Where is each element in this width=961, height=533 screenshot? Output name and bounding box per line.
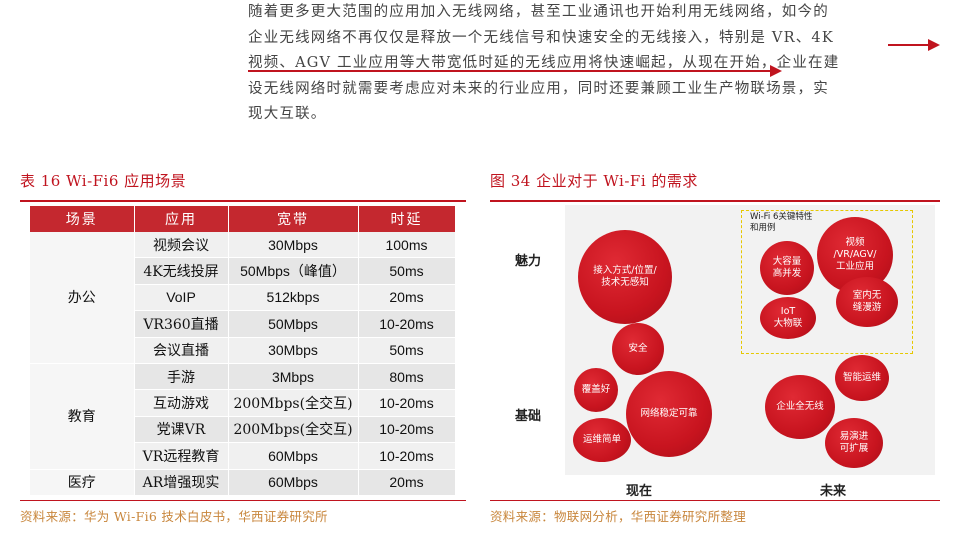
table-row: 办公 视频会议 30Mbps 100ms — [30, 232, 456, 364]
header-bandwidth: 宽带 — [228, 206, 359, 232]
highlight-underline — [248, 70, 773, 72]
y-label-bottom: 基础 — [515, 409, 542, 424]
paragraph-line: 设无线网络时就需要考虑应对未来的行业应用，同时还要兼顾工业生产物联场景，实 — [248, 80, 829, 97]
bandwidth-cell: 30Mbps — [228, 337, 359, 364]
latency-cell: 10-20ms — [358, 310, 456, 338]
bandwidth-cell: 30Mbps — [228, 232, 359, 259]
scene-cell: 教育 — [30, 363, 135, 470]
table-source: 资料来源：华为 Wi-Fi6 技术白皮书，华西证券研究所 — [20, 509, 328, 524]
paragraph-line: 企业无线网络不再仅仅是释放一个无线信号和快速安全的无线接入，特别是 VR、4K — [248, 29, 834, 46]
bubble-enterprise: 企业全无线 — [765, 375, 835, 439]
header-scene: 场景 — [30, 206, 135, 232]
app-cell: 视频会议 — [134, 232, 229, 259]
latency-cell: 10-20ms — [358, 442, 456, 470]
highlight-arrow-icon — [928, 39, 940, 51]
bandwidth-cell: 50Mbps（峰值） — [228, 257, 359, 285]
table-row: VoIP 512kbps 20ms — [30, 284, 456, 312]
table-row: 医疗 AR增强现实 60Mbps 20ms — [30, 469, 456, 496]
bubble-coverage: 覆盖好 — [574, 368, 618, 412]
paragraph-line: 视频、AGV 工业应用等大带宽低时延的无线应用将快速崛起，从现在开始，企业在建 — [248, 55, 840, 71]
bandwidth-cell: 3Mbps — [228, 363, 359, 391]
x-label-left: 现在 — [626, 484, 653, 499]
bubble-access: 接入方式/位置/ 技术无感知 — [578, 230, 672, 324]
table-row: 4K无线投屏 50Mbps（峰值） 50ms — [30, 257, 456, 285]
key-features-title: Wi-Fi 6关键特性 和用例 — [750, 212, 813, 233]
bubble-stable: 网络稳定可靠 — [626, 371, 712, 457]
highlight-underline — [888, 44, 932, 46]
latency-cell: 80ms — [358, 363, 456, 391]
app-cell: VR360直播 — [134, 310, 229, 338]
bubble-roaming: 室内无 缝漫游 — [836, 277, 898, 327]
header-latency: 时延 — [358, 206, 456, 232]
bubble-evolve: 易演进 可扩展 — [825, 418, 883, 468]
table-caption: 表 16 Wi-Fi6 应用场景 — [20, 172, 187, 190]
figure-source: 资料来源：物联网分析，华西证券研究所整理 — [490, 509, 747, 524]
latency-cell: 20ms — [358, 284, 456, 312]
header-app: 应用 — [134, 206, 229, 232]
latency-cell: 100ms — [358, 232, 456, 259]
table-bottom-rule — [20, 500, 466, 501]
figure-bottom-rule — [490, 500, 940, 501]
figure-caption: 图 34 企业对于 Wi-Fi 的需求 — [490, 172, 698, 190]
scene-cell: 办公 — [30, 232, 135, 364]
bandwidth-cell: 60Mbps — [228, 442, 359, 470]
app-cell: AR增强现实 — [134, 469, 229, 496]
figure-top-rule — [490, 200, 940, 202]
bandwidth-cell: 200Mbps(全交互) — [228, 416, 359, 444]
table-row: 党课VR 200Mbps(全交互) 10-20ms — [30, 416, 456, 444]
app-cell: VR远程教育 — [134, 442, 229, 470]
table-row: 会议直播 30Mbps 50ms — [30, 337, 456, 364]
bandwidth-cell: 60Mbps — [228, 469, 359, 496]
app-cell: 手游 — [134, 363, 229, 391]
highlight-arrow-icon — [770, 65, 782, 77]
bubble-ops-simple: 运维简单 — [573, 418, 631, 462]
table-top-rule — [20, 200, 466, 202]
app-cell: 党课VR — [134, 416, 229, 444]
paragraph-line: 现大互联。 — [248, 106, 327, 122]
table-row: VR360直播 50Mbps 10-20ms — [30, 310, 456, 338]
bubble-smart-ops: 智能运维 — [835, 355, 889, 401]
latency-cell: 10-20ms — [358, 389, 456, 417]
wifi6-scenarios-table: 场景 应用 宽带 时延 办公 视频会议 30Mbps 100ms 4K无线投屏 … — [30, 206, 456, 496]
bandwidth-cell: 200Mbps(全交互) — [228, 389, 359, 417]
bandwidth-cell: 512kbps — [228, 284, 359, 312]
x-label-right: 未来 — [820, 484, 847, 499]
app-cell: VoIP — [134, 284, 229, 312]
table-header-row: 场景 应用 宽带 时延 — [30, 206, 456, 232]
table-row: 互动游戏 200Mbps(全交互) 10-20ms — [30, 389, 456, 417]
latency-cell: 50ms — [358, 337, 456, 364]
bubble-security: 安全 — [612, 323, 664, 375]
intro-paragraph: 随着更多更大范围的应用加入无线网络，甚至工业通讯也开始利用无线网络，如今的 企业… — [248, 0, 948, 128]
app-cell: 4K无线投屏 — [134, 257, 229, 285]
app-cell: 互动游戏 — [134, 389, 229, 417]
latency-cell: 50ms — [358, 257, 456, 285]
paragraph-line: 随着更多更大范围的应用加入无线网络，甚至工业通讯也开始利用无线网络，如今的 — [248, 4, 829, 20]
latency-cell: 20ms — [358, 469, 456, 496]
latency-cell: 10-20ms — [358, 416, 456, 444]
table-row: 教育 手游 3Mbps 80ms — [30, 363, 456, 470]
scene-cell: 医疗 — [30, 469, 135, 496]
key-features-box — [741, 210, 913, 354]
bandwidth-cell: 50Mbps — [228, 310, 359, 338]
bubble-iot: IoT 大物联 — [760, 297, 816, 339]
bubble-capacity: 大容量 高并发 — [760, 241, 814, 295]
table-row: VR远程教育 60Mbps 10-20ms — [30, 442, 456, 470]
y-label-top: 魅力 — [515, 254, 542, 269]
app-cell: 会议直播 — [134, 337, 229, 364]
